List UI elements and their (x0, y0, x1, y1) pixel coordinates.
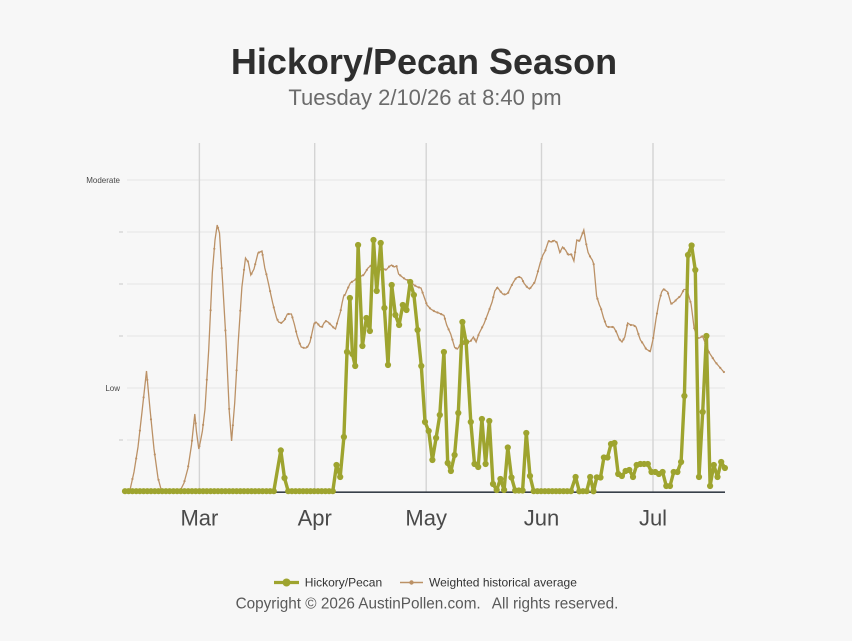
svg-text:Low: Low (105, 384, 120, 393)
svg-text:Moderate: Moderate (86, 176, 120, 185)
svg-text:Tuesday 2/10/26 at 8:40 pm: Tuesday 2/10/26 at 8:40 pm (288, 85, 561, 110)
svg-text:May: May (405, 506, 447, 531)
svg-text:Hickory/Pecan Season: Hickory/Pecan Season (231, 41, 617, 82)
svg-text:Jun: Jun (524, 506, 559, 531)
svg-text:Hickory/Pecan: Hickory/Pecan (305, 575, 382, 589)
svg-text:Apr: Apr (298, 506, 332, 531)
svg-text:Mar: Mar (180, 506, 218, 531)
svg-text:Copyright © 2026 AustinPollen.: Copyright © 2026 AustinPollen.com. All r… (236, 596, 619, 613)
svg-text:Weighted historical average: Weighted historical average (429, 575, 577, 589)
svg-text:Jul: Jul (639, 506, 667, 531)
